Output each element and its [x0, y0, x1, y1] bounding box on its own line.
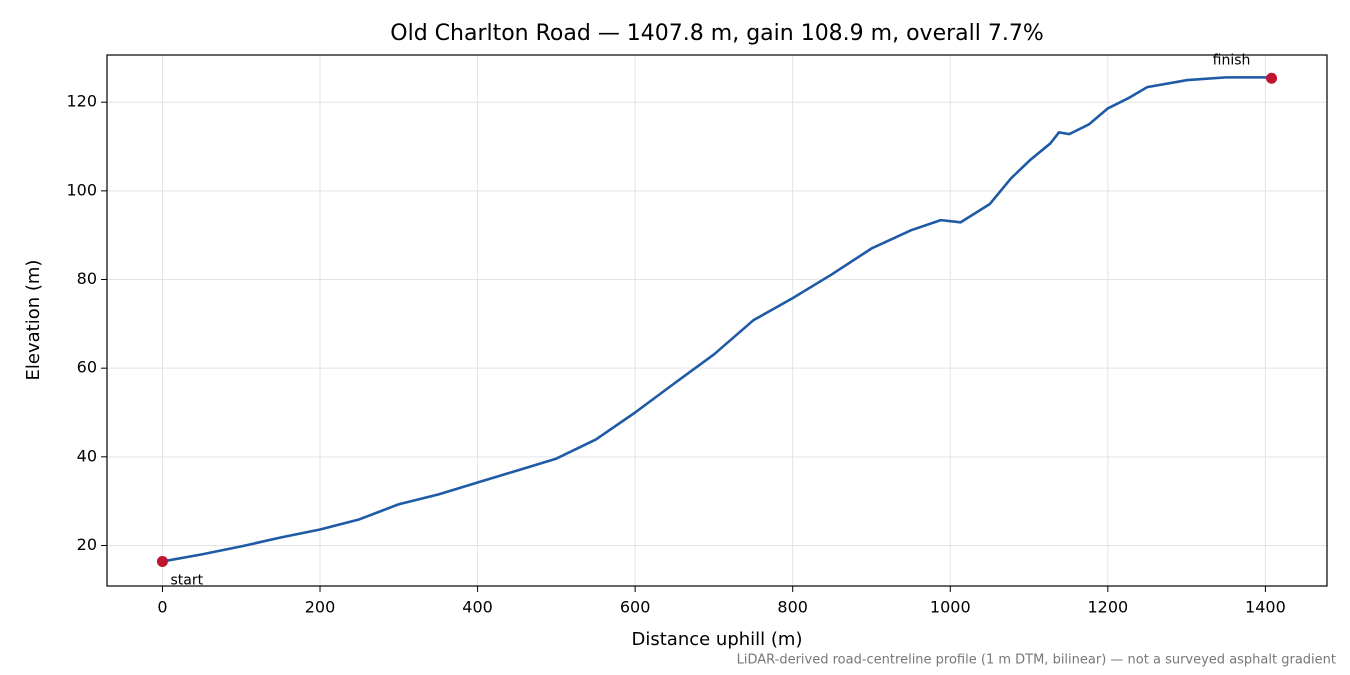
x-axis-label: Distance uphill (m): [632, 629, 803, 650]
y-tick-label: 20: [77, 535, 97, 554]
x-tick-label: 200: [305, 598, 336, 617]
x-tick-label: 1200: [1087, 598, 1128, 617]
y-tick-label: 100: [66, 180, 97, 199]
x-tick-label: 0: [157, 598, 167, 617]
y-tick-label: 80: [77, 269, 97, 288]
x-tick-label: 1400: [1245, 598, 1286, 617]
y-tick-label: 60: [77, 358, 97, 377]
y-tick-label: 40: [77, 446, 97, 465]
plot-frame: [106, 54, 1328, 587]
x-tick-label: 400: [462, 598, 493, 617]
footnote: LiDAR-derived road-centreline profile (1…: [737, 653, 1336, 668]
finish-label: finish: [1213, 52, 1251, 68]
x-tick-label: 1000: [930, 598, 971, 617]
start-marker: [156, 555, 168, 567]
y-tick-label: 120: [66, 92, 97, 111]
start-label: start: [170, 572, 203, 588]
y-axis-label: Elevation (m): [23, 260, 44, 381]
chart-title: Old Charlton Road — 1407.8 m, gain 108.9…: [390, 21, 1043, 46]
x-tick-label: 800: [777, 598, 808, 617]
finish-marker: [1266, 72, 1278, 84]
elevation-line: [162, 76, 1272, 563]
x-tick-label: 600: [620, 598, 651, 617]
